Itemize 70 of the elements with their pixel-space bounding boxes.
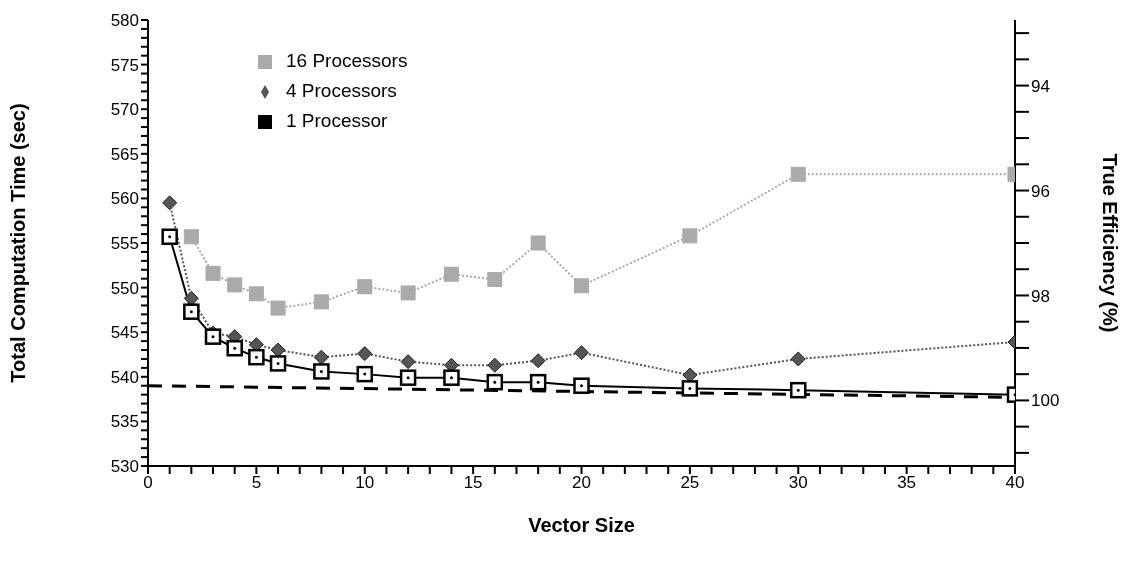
point xyxy=(313,349,329,365)
x-tick-label: 5 xyxy=(251,473,262,493)
point xyxy=(183,229,199,245)
point xyxy=(487,357,503,373)
point xyxy=(313,294,329,310)
x-axis-title: Vector Size xyxy=(528,514,635,536)
point xyxy=(574,278,589,294)
point xyxy=(443,369,460,386)
point xyxy=(205,265,221,281)
point xyxy=(399,369,417,386)
y-tick-label: 555 xyxy=(110,234,139,254)
point xyxy=(790,166,806,182)
y-tick-label: 545 xyxy=(110,323,139,343)
x-tick-label: 40 xyxy=(1005,473,1025,493)
point xyxy=(248,286,264,302)
point xyxy=(530,353,546,369)
legend-label: 1 Processor xyxy=(286,110,388,131)
point xyxy=(529,373,547,391)
point xyxy=(204,328,222,345)
point xyxy=(183,303,200,320)
legend-label: 16 Processors xyxy=(286,50,408,71)
point xyxy=(248,348,265,366)
x-tick-label: 10 xyxy=(355,473,375,493)
point xyxy=(530,235,546,251)
y2-tick-label: 98 xyxy=(1031,286,1050,306)
y2-tick-label: 94 xyxy=(1031,76,1050,96)
point xyxy=(573,377,590,394)
point xyxy=(270,342,286,358)
point xyxy=(357,346,373,362)
y-tick-label: 565 xyxy=(110,144,139,164)
point xyxy=(574,345,589,361)
y-tick-label: 535 xyxy=(110,412,139,432)
y2-axis-title: True Efficiency (%) xyxy=(1098,153,1121,333)
x-tick-label: 15 xyxy=(463,473,483,493)
y-axis-title: Total Computation Time (sec) xyxy=(7,103,30,383)
point xyxy=(162,195,178,211)
point xyxy=(682,367,698,383)
point xyxy=(681,380,699,397)
y-tick-label: 560 xyxy=(110,189,139,209)
point xyxy=(269,355,287,372)
point xyxy=(357,279,373,295)
point xyxy=(356,365,373,383)
y-tick-label: 530 xyxy=(110,457,139,477)
x-tick-label: 35 xyxy=(897,473,917,493)
y-tick-label: 550 xyxy=(110,278,139,298)
point xyxy=(226,340,243,357)
point xyxy=(682,228,698,244)
x-tick-label: 30 xyxy=(788,473,808,493)
point xyxy=(400,354,416,370)
point xyxy=(790,381,807,399)
point xyxy=(487,272,503,288)
point xyxy=(183,290,199,306)
y2-tick-label: 96 xyxy=(1031,181,1050,201)
x-tick-label: 0 xyxy=(143,473,153,493)
y2-tick-label: 100 xyxy=(1031,391,1060,411)
point xyxy=(313,363,330,380)
point xyxy=(790,351,806,367)
y-tick-label: 540 xyxy=(110,367,139,387)
legend-label: 4 Processors xyxy=(286,80,397,101)
y-tick-label: 570 xyxy=(110,100,139,120)
point xyxy=(443,266,459,282)
y-tick-label: 580 xyxy=(110,11,139,31)
point xyxy=(227,277,243,293)
point xyxy=(161,228,178,246)
x-tick-label: 20 xyxy=(572,473,591,493)
point xyxy=(400,285,416,301)
point xyxy=(270,300,286,316)
point xyxy=(486,373,504,391)
y-tick-label: 575 xyxy=(110,55,139,75)
x-tick-label: 25 xyxy=(680,473,700,493)
